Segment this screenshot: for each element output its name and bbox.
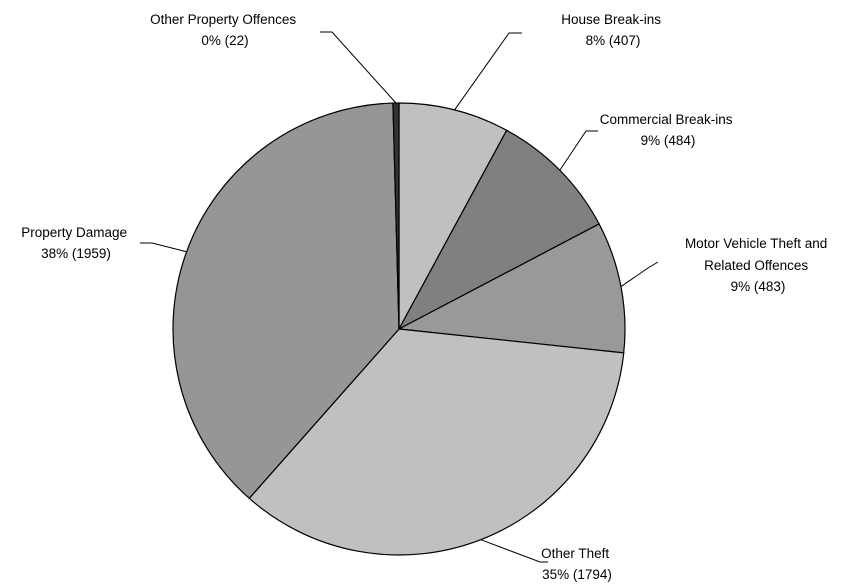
label-other-theft-name: Other Theft [541, 546, 609, 561]
label-motor-vehicle-theft-value: 9% (483) [731, 279, 786, 294]
label-property-damage: Property Damage 38% (1959) [21, 225, 131, 261]
leader-line-property-damage [140, 242, 187, 253]
label-commercial-break-ins-value: 9% (484) [641, 133, 696, 148]
label-house-break-ins-name: House Break-ins [561, 12, 661, 27]
pie-slice-house-break-ins [398, 102, 508, 330]
label-property-damage-value: 38% (1959) [41, 246, 111, 261]
label-property-damage-name: Property Damage [21, 225, 127, 240]
leader-line-other-property-offences [320, 31, 397, 104]
label-other-property-offences-value: 0% (22) [201, 33, 248, 48]
leader-line-commercial-break-ins [559, 130, 598, 171]
label-other-theft: Other Theft 35% (1794) [541, 546, 613, 582]
label-commercial-break-ins-name: Commercial Break-ins [600, 112, 733, 127]
leader-line-house-break-ins [454, 32, 522, 111]
leader-line-other-theft [480, 539, 548, 563]
label-other-property-offences: Other Property Offences 0% (22) [150, 12, 300, 48]
label-motor-vehicle-theft-line2: Related Offences [704, 258, 808, 273]
label-house-break-ins-value: 8% (407) [586, 33, 641, 48]
pie-slice-motor-vehicle-theft-and-related-offences [396, 223, 626, 354]
label-other-theft-value: 35% (1794) [542, 567, 612, 582]
label-motor-vehicle-theft: Motor Vehicle Theft and Related Offences… [685, 236, 831, 294]
pie-slices [172, 102, 626, 556]
label-commercial-break-ins: Commercial Break-ins 9% (484) [600, 112, 737, 148]
label-other-property-offences-name: Other Property Offences [150, 12, 296, 27]
pie-slice-commercial-break-ins [397, 129, 600, 331]
label-house-break-ins: House Break-ins 8% (407) [561, 12, 665, 48]
leader-lines [140, 31, 659, 563]
label-motor-vehicle-theft-line1: Motor Vehicle Theft and [685, 236, 827, 251]
leader-line-motor-vehicle-theft-and-related-offences [620, 261, 659, 287]
